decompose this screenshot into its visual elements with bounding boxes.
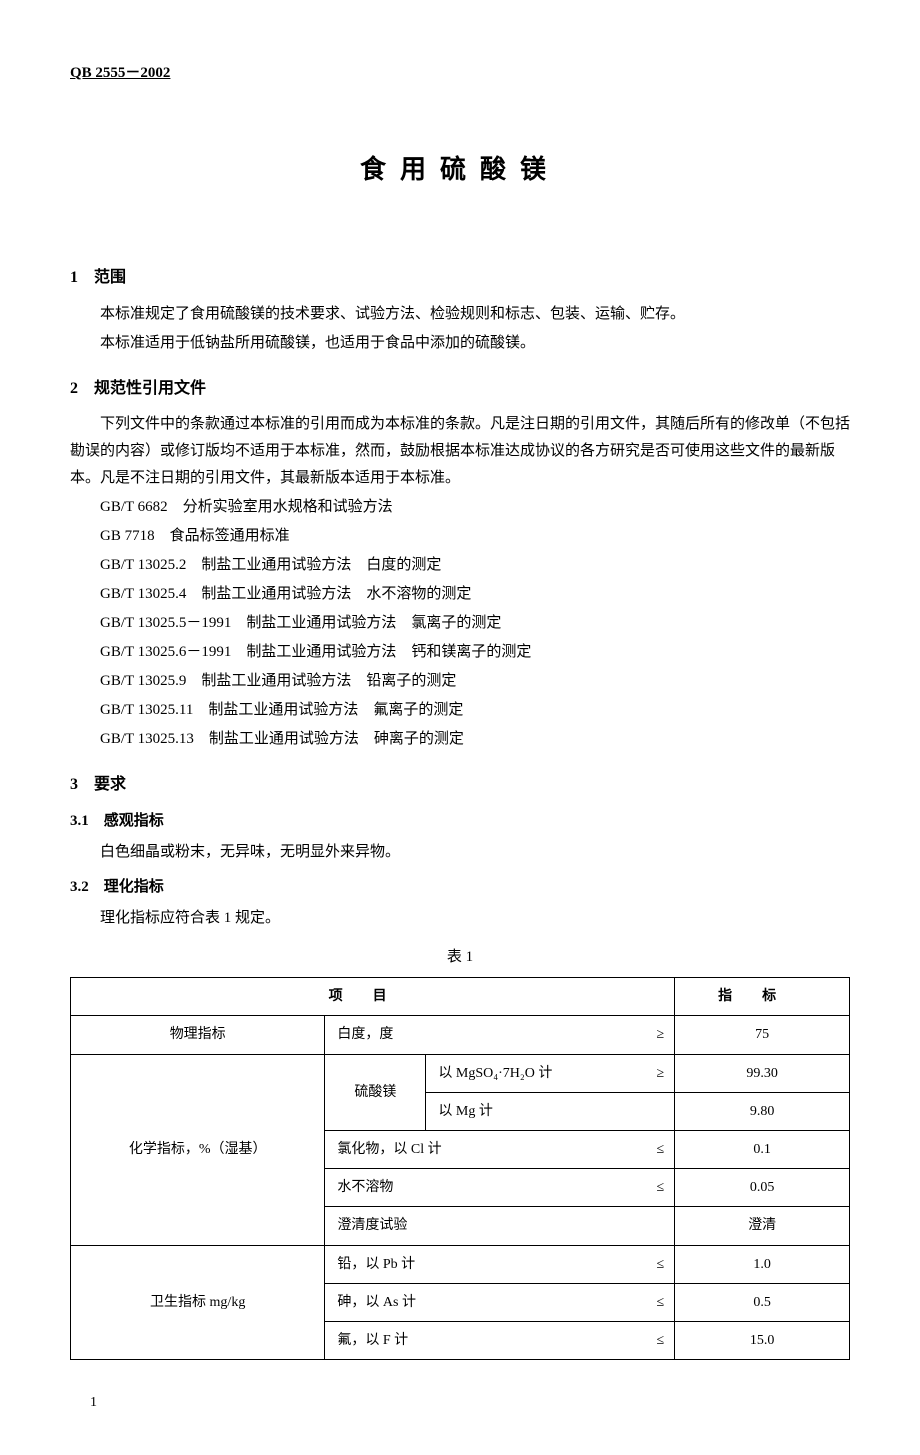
section-1-p1: 本标准规定了食用硫酸镁的技术要求、试验方法、检验规则和标志、包装、运输、贮存。 [70, 301, 850, 328]
row-value: 0.1 [675, 1130, 850, 1168]
row-item: 铅，以 Pb 计 [325, 1245, 645, 1283]
row-item: 以 MgSO₄·7H₂O 计 [426, 1054, 645, 1092]
section-3-1-p1: 白色细晶或粉末，无异味，无明显外来异物。 [70, 839, 850, 866]
row-symbol: ≤ [645, 1245, 675, 1283]
section-3-2-p1: 理化指标应符合表 1 规定。 [70, 905, 850, 932]
section-3-heading: 3 要求 [70, 771, 850, 800]
row-value: 15.0 [675, 1321, 850, 1359]
reference-item: GB/T 13025.6－1991 制盐工业通用试验方法 钙和镁离子的测定 [70, 639, 850, 666]
table-row: 卫生指标 mg/kg 铅，以 Pb 计 ≤ 1.0 [71, 1245, 850, 1283]
row-value: 1.0 [675, 1245, 850, 1283]
reference-item: GB/T 13025.11 制盐工业通用试验方法 氟离子的测定 [70, 697, 850, 724]
reference-item: GB/T 13025.2 制盐工业通用试验方法 白度的测定 [70, 552, 850, 579]
row-symbol: ≥ [645, 1054, 675, 1092]
row-item: 澄清度试验 [325, 1207, 675, 1245]
row-symbol: ≤ [645, 1169, 675, 1207]
row-symbol: ≤ [645, 1130, 675, 1168]
table-header-row: 项目 指标 [71, 978, 850, 1016]
reference-item: GB 7718 食品标签通用标准 [70, 523, 850, 550]
row-category: 化学指标，%（湿基） [71, 1054, 325, 1245]
row-item: 氟，以 F 计 [325, 1321, 645, 1359]
section-3-2-heading: 3.2 理化指标 [70, 874, 850, 901]
reference-item: GB/T 6682 分析实验室用水规格和试验方法 [70, 494, 850, 521]
section-2-heading: 2 规范性引用文件 [70, 375, 850, 404]
row-item: 砷，以 As 计 [325, 1283, 645, 1321]
row-item: 水不溶物 [325, 1169, 645, 1207]
row-value: 75 [675, 1016, 850, 1054]
row-value: 99.30 [675, 1054, 850, 1092]
section-2-p1: 下列文件中的条款通过本标准的引用而成为本标准的条款。凡是注日期的引用文件，其随后… [70, 411, 850, 492]
row-item: 以 Mg 计 [426, 1092, 675, 1130]
table-header-index: 指标 [675, 978, 850, 1016]
row-subcategory: 硫酸镁 [325, 1054, 426, 1130]
section-1-heading: 1 范围 [70, 264, 850, 293]
table-caption: 表 1 [70, 944, 850, 971]
row-symbol: ≤ [645, 1283, 675, 1321]
reference-item: GB/T 13025.5－1991 制盐工业通用试验方法 氯离子的测定 [70, 610, 850, 637]
reference-item: GB/T 13025.9 制盐工业通用试验方法 铅离子的测定 [70, 668, 850, 695]
specifications-table: 项目 指标 物理指标 白度，度 ≥ 75 化学指标，%（湿基） 硫酸镁 以 Mg… [70, 977, 850, 1360]
page-number: 1 [70, 1390, 850, 1415]
row-value: 0.5 [675, 1283, 850, 1321]
row-category: 卫生指标 mg/kg [71, 1245, 325, 1360]
standard-code: QB 2555－2002 [70, 60, 850, 87]
section-3-1-heading: 3.1 感观指标 [70, 808, 850, 835]
row-value: 0.05 [675, 1169, 850, 1207]
reference-item: GB/T 13025.4 制盐工业通用试验方法 水不溶物的测定 [70, 581, 850, 608]
table-row: 物理指标 白度，度 ≥ 75 [71, 1016, 850, 1054]
table-row: 化学指标，%（湿基） 硫酸镁 以 MgSO₄·7H₂O 计 ≥ 99.30 [71, 1054, 850, 1092]
reference-item: GB/T 13025.13 制盐工业通用试验方法 砷离子的测定 [70, 726, 850, 753]
table-header-item: 项目 [71, 978, 675, 1016]
row-category: 物理指标 [71, 1016, 325, 1054]
section-1-p2: 本标准适用于低钠盐所用硫酸镁，也适用于食品中添加的硫酸镁。 [70, 330, 850, 357]
row-symbol: ≥ [645, 1016, 675, 1054]
row-value: 9.80 [675, 1092, 850, 1130]
row-value: 澄清 [675, 1207, 850, 1245]
row-item: 白度，度 [325, 1016, 645, 1054]
document-title: 食用硫酸镁 [70, 147, 850, 194]
row-symbol: ≤ [645, 1321, 675, 1359]
row-item: 氯化物，以 Cl 计 [325, 1130, 645, 1168]
